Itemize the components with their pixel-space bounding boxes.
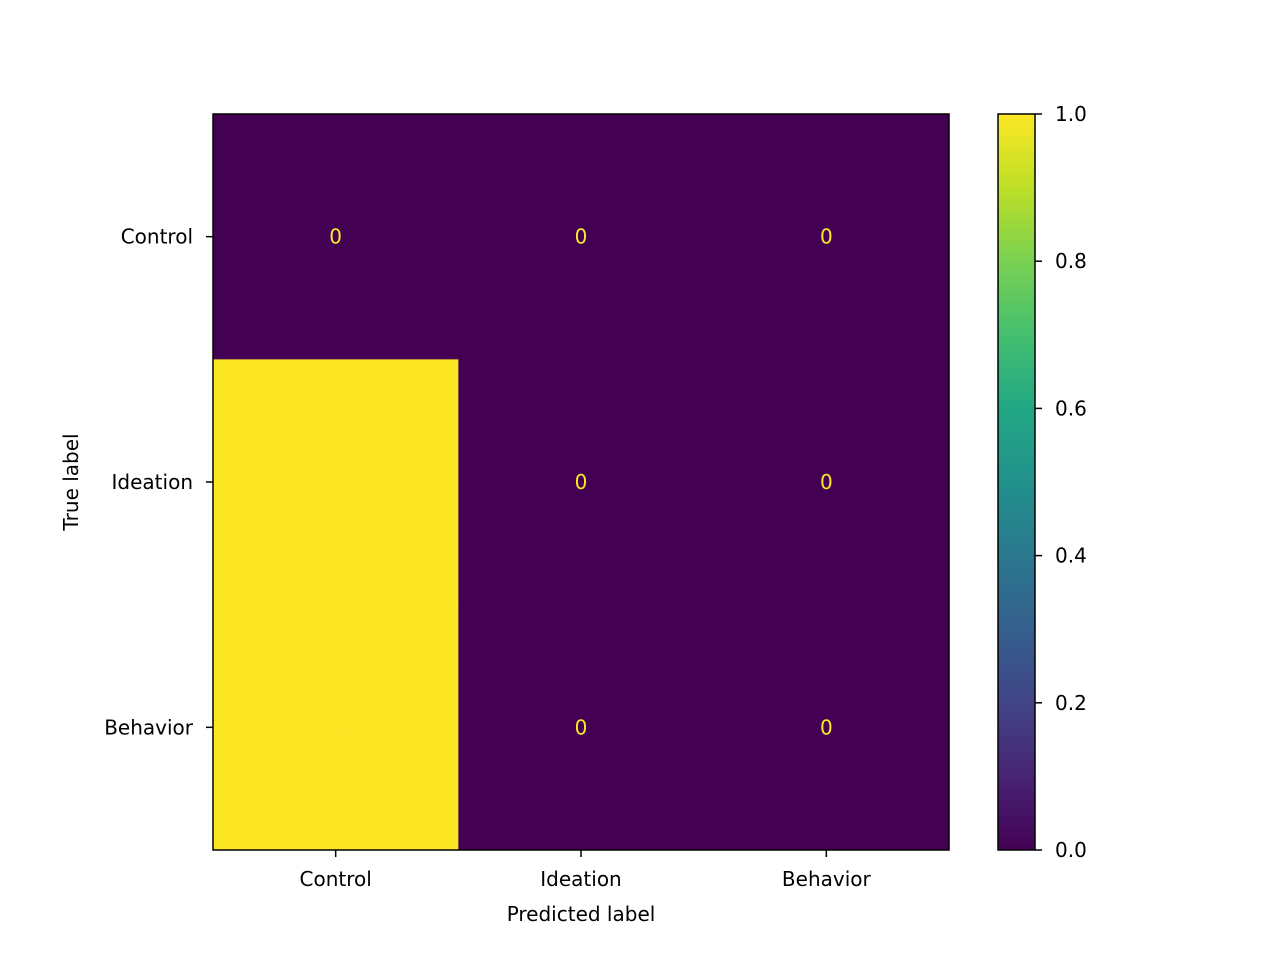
cell-label-0-2: 0 bbox=[820, 225, 833, 249]
y-tick-label-1: Ideation bbox=[112, 470, 193, 494]
cell-label-1-0: 1 bbox=[329, 470, 342, 494]
colorbar-tick-label-5: 1.0 bbox=[1055, 102, 1087, 126]
cell-label-1-1: 0 bbox=[575, 470, 588, 494]
heatmap-cell-1-2 bbox=[703, 359, 950, 606]
heatmap-cell-1-0 bbox=[213, 359, 459, 606]
cell-label-0-0: 0 bbox=[329, 225, 342, 249]
y-axis-ticks: Control Ideation Behavior bbox=[104, 225, 213, 739]
colorbar-tick-label-1: 0.2 bbox=[1055, 691, 1087, 715]
colorbar-tick-label-3: 0.6 bbox=[1055, 396, 1087, 420]
heatmap-cell-1-1 bbox=[458, 359, 705, 606]
cell-label-2-1: 0 bbox=[575, 715, 588, 739]
heatmap-cells bbox=[213, 114, 950, 851]
heatmap-cell-2-2 bbox=[703, 604, 950, 851]
colorbar-ticks: 0.0 0.2 0.4 0.6 0.8 1.0 bbox=[1035, 102, 1087, 862]
cell-label-1-2: 0 bbox=[820, 470, 833, 494]
heatmap-cell-labels: 0 0 0 1 0 0 1 0 0 bbox=[329, 225, 832, 740]
cell-label-0-1: 0 bbox=[575, 225, 588, 249]
cell-label-2-2: 0 bbox=[820, 715, 833, 739]
cell-label-2-0: 1 bbox=[329, 715, 342, 739]
heatmap-cell-2-1 bbox=[458, 604, 705, 851]
y-tick-label-2: Behavior bbox=[104, 715, 194, 739]
x-axis-label: Predicted label bbox=[507, 902, 656, 926]
y-tick-label-0: Control bbox=[121, 225, 193, 249]
heatmap-cell-2-0 bbox=[213, 604, 459, 851]
heatmap-cell-0-2 bbox=[703, 114, 950, 360]
heatmap-cell-0-1 bbox=[458, 114, 705, 360]
x-tick-label-1: Ideation bbox=[540, 867, 621, 891]
colorbar bbox=[997, 113, 1036, 851]
x-axis-ticks: Control Ideation Behavior bbox=[300, 850, 872, 891]
colorbar-tick-label-4: 0.8 bbox=[1055, 249, 1087, 273]
colorbar-tick-label-0: 0.0 bbox=[1055, 838, 1087, 862]
colorbar-tick-label-2: 0.4 bbox=[1055, 544, 1087, 568]
y-axis-label: True label bbox=[59, 433, 83, 531]
x-tick-label-0: Control bbox=[300, 867, 372, 891]
heatmap-cell-0-0 bbox=[213, 114, 459, 360]
x-tick-label-2: Behavior bbox=[782, 867, 872, 891]
